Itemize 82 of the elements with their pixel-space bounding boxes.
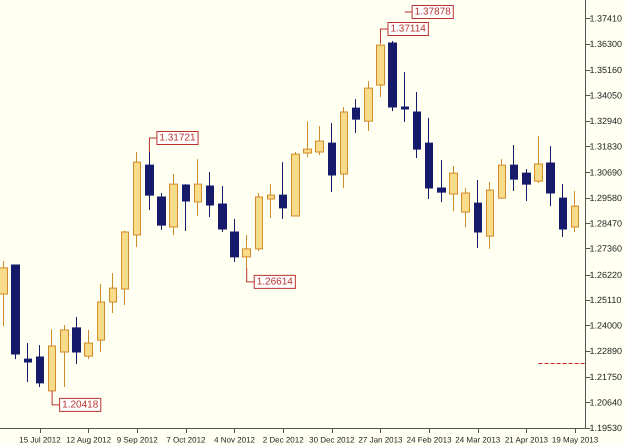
y-tick-label: 1.25110 bbox=[589, 295, 622, 306]
candlestick bbox=[388, 40, 397, 112]
candlestick bbox=[364, 80, 373, 132]
candlestick bbox=[315, 125, 324, 156]
annotation: 1.37114 bbox=[390, 24, 426, 35]
candlestick bbox=[376, 42, 385, 98]
y-tick-label: 1.21750 bbox=[589, 372, 622, 382]
y-tick-label: 1.30690 bbox=[589, 167, 622, 178]
candlestick bbox=[206, 171, 214, 218]
y-tick-label: 1.34050 bbox=[589, 90, 622, 100]
candlestick bbox=[121, 230, 129, 306]
candlestick bbox=[303, 120, 312, 158]
y-tick-label: 1.29580 bbox=[589, 192, 622, 203]
candlestick bbox=[255, 192, 263, 252]
candlestick bbox=[60, 324, 69, 388]
y-tick-label: 1.24000 bbox=[589, 320, 622, 331]
candlestick bbox=[352, 98, 360, 134]
x-tick-label: 15 Jul 2012 bbox=[19, 436, 62, 444]
candlestick bbox=[559, 184, 567, 238]
candlestick bbox=[461, 188, 470, 228]
candlestick bbox=[546, 146, 555, 207]
candlestick bbox=[486, 182, 494, 250]
candlestick bbox=[522, 168, 531, 202]
candlestick bbox=[84, 329, 93, 360]
candlestick bbox=[510, 144, 518, 192]
candlestick bbox=[218, 185, 227, 232]
candlestick bbox=[145, 152, 154, 210]
candlestick bbox=[48, 328, 56, 392]
candlestick bbox=[133, 152, 141, 248]
candlestick bbox=[437, 160, 446, 202]
candlestick bbox=[279, 162, 287, 220]
candlestick bbox=[97, 283, 105, 352]
x-tick-label: 19 May 2013 bbox=[552, 436, 599, 444]
candlestick bbox=[267, 184, 275, 219]
candlestick bbox=[474, 179, 482, 249]
candlestick bbox=[11, 264, 20, 360]
annotation: 1.37878 bbox=[414, 6, 452, 18]
candlestick bbox=[534, 136, 543, 184]
y-tick-label: 1.20640 bbox=[589, 398, 622, 408]
candlestick bbox=[449, 166, 458, 212]
candlestick bbox=[291, 152, 300, 216]
candlestick bbox=[498, 158, 506, 200]
candlestick bbox=[182, 184, 190, 232]
x-tick-label: 12 Aug 2012 bbox=[66, 436, 112, 444]
y-tick-label: 1.37410 bbox=[589, 14, 622, 24]
x-tick-label: 2 Dec 2012 bbox=[262, 436, 304, 444]
candlestick bbox=[242, 234, 251, 268]
x-tick-label: 4 Nov 2012 bbox=[214, 436, 256, 444]
annotation: 1.20418 bbox=[62, 399, 99, 410]
candlestick bbox=[109, 272, 117, 314]
y-tick-label: 1.19530 bbox=[589, 423, 622, 433]
candlestick bbox=[24, 342, 32, 382]
y-tick-label: 1.28470 bbox=[589, 218, 622, 228]
candlestick bbox=[36, 344, 44, 388]
candlestick bbox=[340, 106, 348, 189]
y-tick-label: 1.22890 bbox=[589, 346, 622, 356]
candlestick bbox=[72, 316, 81, 365]
x-tick-label: 9 Sep 2012 bbox=[116, 436, 158, 444]
candlestick bbox=[230, 218, 239, 262]
y-tick-label: 1.36300 bbox=[589, 38, 622, 49]
x-tick-label: 24 Feb 2013 bbox=[406, 436, 452, 444]
y-tick-label: 1.35160 bbox=[589, 65, 622, 76]
y-tick-label: 1.27360 bbox=[589, 244, 622, 254]
candlestick bbox=[401, 72, 409, 123]
x-tick-label: 24 Mar 2013 bbox=[455, 436, 501, 444]
y-tick-label: 1.26220 bbox=[589, 270, 622, 280]
annotation: 1.26614 bbox=[256, 276, 294, 288]
candlestick bbox=[425, 117, 433, 200]
x-tick-label: 21 Apr 2013 bbox=[504, 436, 549, 444]
candlestick bbox=[328, 122, 336, 193]
candlestick bbox=[413, 92, 421, 159]
candlestick bbox=[194, 158, 202, 216]
candlestick bbox=[169, 174, 178, 236]
x-tick-label: 7 Oct 2012 bbox=[166, 436, 206, 444]
candlestick bbox=[571, 190, 579, 232]
x-tick-label: 27 Jan 2013 bbox=[358, 436, 404, 444]
x-tick-label: 30 Dec 2012 bbox=[309, 436, 356, 444]
annotation: 1.31721 bbox=[159, 132, 196, 144]
candlestick bbox=[157, 192, 166, 230]
y-tick-label: 1.32940 bbox=[589, 116, 622, 126]
candlestick bbox=[0, 260, 8, 327]
y-tick-label: 1.31830 bbox=[589, 141, 622, 152]
